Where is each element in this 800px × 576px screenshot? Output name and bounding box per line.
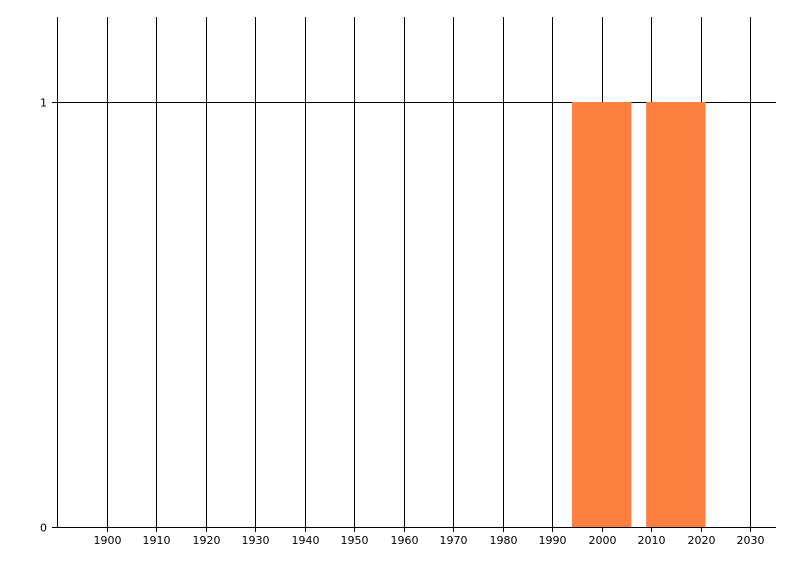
x-tick-label: 1970 xyxy=(440,534,468,547)
x-tick-label: 1980 xyxy=(490,534,518,547)
x-tick-label: 2020 xyxy=(688,534,716,547)
tick-labels: 1900 1910 1920 1930 1940 1950 1960 1970 1980 1990… xyxy=(40,97,765,548)
x-tick-label: 1990 xyxy=(539,534,567,547)
bar xyxy=(571,102,632,527)
x-tick-label: 1930 xyxy=(242,534,270,547)
x-tick-label: 1950 xyxy=(341,534,369,547)
x-tick-label: 2010 xyxy=(638,534,666,547)
bars xyxy=(571,102,706,527)
bar xyxy=(646,102,706,527)
x-tick-label: 1940 xyxy=(292,534,320,547)
x-tick-label: 1900 xyxy=(94,534,122,547)
axes xyxy=(52,17,776,528)
y-tick-label: 1 xyxy=(40,97,47,110)
x-tick-label: 2030 xyxy=(737,534,765,547)
x-tick-label: 2000 xyxy=(589,534,617,547)
x-tick-label: 1960 xyxy=(391,534,419,547)
x-tick-label: 1920 xyxy=(193,534,221,547)
y-tick-label: 0 xyxy=(40,522,47,535)
x-tick-label: 1910 xyxy=(143,534,171,547)
